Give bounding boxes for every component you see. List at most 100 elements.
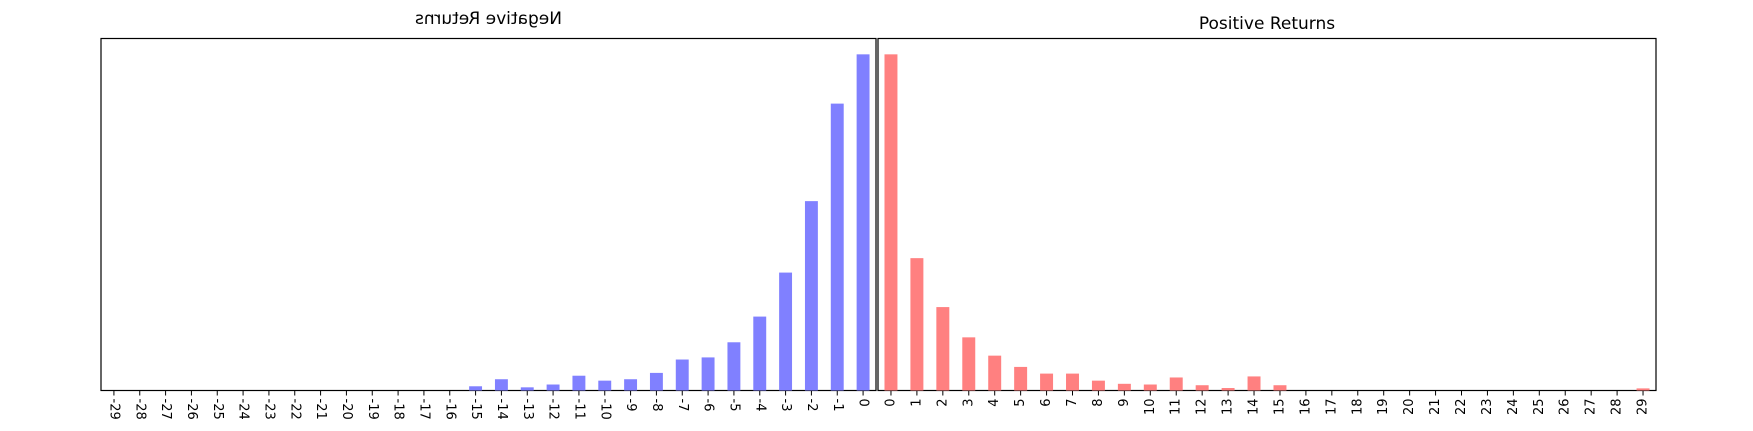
positive-tick-label: 3 (961, 399, 976, 407)
negative-tick-label: -26 (184, 399, 199, 420)
negative-bar (701, 357, 715, 391)
negative-bar (856, 54, 870, 391)
negative-tick-label: -28 (132, 399, 147, 420)
positive-chart-title: Positive Returns (1199, 14, 1335, 34)
positive-tick-label: 20 (1402, 399, 1417, 416)
positive-tick-label: 13 (1221, 399, 1236, 416)
positive-tick-label: 24 (1506, 399, 1521, 416)
negative-bar (649, 372, 663, 391)
negative-bar (598, 380, 612, 391)
negative-tick-label: -4 (752, 399, 767, 412)
positive-tick-label: 6 (1039, 399, 1054, 407)
positive-bar (1221, 388, 1235, 391)
negative-tick-label: -3 (778, 399, 793, 412)
negative-tick-label: -20 (339, 399, 354, 420)
positive-bar (1247, 376, 1261, 391)
negative-bar (804, 201, 818, 391)
positive-bar (1117, 383, 1131, 391)
positive-bar (1066, 373, 1079, 391)
negative-tick-label: -24 (236, 399, 251, 420)
positive-bar (988, 355, 1002, 391)
negative-tick-label: -9 (623, 399, 638, 412)
negative-bar (753, 316, 767, 391)
positive-bar (1040, 373, 1054, 391)
positive-tick-label: 29 (1636, 399, 1651, 416)
negative-bars (469, 54, 870, 391)
positive-x-ticks: 0 1 2 3 4 5 6 7 8 9 10 11 12 13 14 15 16 17 18 19 20 21 22 23 24… (883, 390, 1651, 416)
negative-tick-label: -7 (675, 399, 690, 412)
negative-returns-chart: Negative Returns -29 -28 -27 -26 -25 -24 -23 -2… (100, 9, 877, 420)
positive-tick-label: 7 (1065, 399, 1080, 407)
positive-tick-label: 16 (1298, 399, 1313, 416)
negative-bar (624, 379, 638, 391)
negative-tick-label: -6 (701, 399, 716, 412)
negative-tick-label: -16 (442, 399, 457, 420)
negative-tick-label: -18 (391, 399, 406, 420)
positive-tick-label: 0 (883, 399, 898, 407)
positive-bar (936, 307, 950, 391)
positive-tick-label: 23 (1480, 399, 1495, 416)
negative-tick-label: -21 (313, 399, 328, 420)
positive-bar (1014, 366, 1028, 391)
negative-bar (494, 379, 508, 391)
positive-bar (1195, 385, 1209, 391)
positive-tick-label: 17 (1324, 399, 1339, 416)
positive-tick-label: 12 (1195, 399, 1210, 416)
negative-tick-label: -19 (365, 399, 380, 420)
negative-tick-label: 0 (856, 399, 871, 407)
negative-chart-title: Negative Returns (415, 9, 562, 29)
positive-tick-label: 10 (1143, 399, 1158, 416)
positive-bar (884, 54, 898, 391)
negative-tick-label: -2 (804, 399, 819, 412)
negative-tick-label: -12 (546, 399, 561, 420)
negative-bar (830, 103, 844, 391)
negative-tick-label: -13 (520, 399, 535, 420)
positive-tick-label: 21 (1428, 399, 1443, 416)
positive-bars (884, 54, 1650, 391)
positive-tick-label: 2 (935, 399, 950, 407)
negative-bar (520, 387, 534, 391)
positive-bar (1169, 377, 1183, 391)
positive-tick-label: 25 (1532, 399, 1547, 416)
negative-tick-label: -5 (726, 399, 741, 412)
positive-returns-chart: Positive Returns 0 1 2 3 4 5 6 7 8 9 10 11 12 13 14 15 1… (877, 14, 1657, 416)
negative-tick-label: -10 (597, 399, 612, 420)
positive-tick-label: 18 (1350, 399, 1365, 416)
positive-tick-label: 22 (1454, 399, 1469, 416)
negative-tick-label: -8 (649, 399, 664, 412)
negative-tick-label: -17 (416, 399, 431, 420)
positive-bar (1273, 385, 1287, 391)
positive-tick-label: 27 (1584, 399, 1599, 416)
positive-tick-label: 19 (1376, 399, 1391, 416)
positive-bar (1636, 388, 1650, 391)
negative-tick-label: -23 (261, 399, 276, 420)
positive-tick-label: 9 (1117, 399, 1132, 407)
negative-bar (546, 384, 560, 391)
negative-tick-label: -11 (571, 399, 586, 420)
negative-tick-label: -1 (830, 399, 845, 412)
negative-tick-label: -15 (468, 399, 483, 420)
negative-tick-label: -22 (287, 399, 302, 420)
negative-bar (469, 386, 483, 391)
positive-tick-label: 5 (1013, 399, 1028, 407)
positive-tick-label: 4 (987, 399, 1002, 407)
negative-tick-label: -27 (158, 399, 173, 420)
positive-bar (910, 258, 924, 391)
negative-bar (727, 342, 741, 391)
positive-bar (1091, 380, 1105, 391)
positive-tick-label: 8 (1091, 399, 1106, 407)
positive-bar (1143, 384, 1157, 391)
positive-tick-label: 15 (1272, 399, 1287, 416)
negative-bar (779, 272, 793, 391)
positive-tick-label: 1 (909, 399, 924, 407)
positive-tick-label: 26 (1558, 399, 1573, 416)
negative-tick-label: -25 (210, 399, 225, 420)
negative-plot-frame (100, 37, 877, 392)
positive-tick-label: 11 (1169, 399, 1184, 416)
positive-bar (962, 337, 976, 391)
negative-tick-label: -29 (106, 399, 121, 420)
negative-bar (675, 359, 689, 391)
positive-plot-frame (877, 37, 1657, 392)
negative-x-ticks: -29 -28 -27 -26 -25 -24 -23 -22 -21 -20 -19 -18 -17-… (106, 390, 871, 420)
